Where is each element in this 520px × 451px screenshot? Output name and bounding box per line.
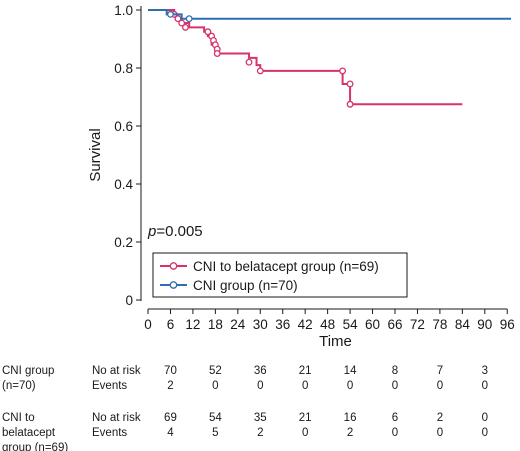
x-tick-label: 48 (320, 317, 335, 332)
risk-cell: 16 (344, 412, 357, 424)
risk-cell: 0 (482, 412, 488, 424)
censor-mark (185, 15, 193, 23)
y-tick-label: 0.2 (114, 235, 133, 250)
censor-mark (346, 80, 354, 88)
risk-cell: 2 (167, 380, 173, 392)
risk-table: CNI group(n=70)No at risk 70 52 36 21 14 8 7 3Ev… (2, 365, 488, 451)
risk-cell: 21 (299, 412, 312, 424)
x-tick-label: 0 (144, 317, 152, 332)
censor-mark (256, 67, 264, 75)
x-tick-label: 54 (343, 317, 359, 332)
risk-cell: 0 (437, 380, 443, 392)
x-tick-label: 90 (477, 317, 492, 332)
x-tick-label: 30 (253, 317, 268, 332)
y-tick-label: 0.6 (114, 119, 133, 134)
x-tick-label: 96 (500, 317, 515, 332)
risk-row-label: Events (92, 427, 127, 439)
risk-row-label: Events (92, 380, 127, 392)
censor-mark (178, 19, 186, 27)
risk-cell: 0 (392, 427, 398, 439)
legend-swatch-marker (169, 262, 178, 270)
legend-label: CNI group (n=70) (193, 278, 298, 293)
risk-cell: 35 (254, 412, 267, 424)
risk-group-label: CNI to (2, 412, 35, 424)
x-tick-label: 24 (230, 317, 246, 332)
risk-row-label: No at risk (92, 412, 141, 424)
legend-swatch-marker (169, 281, 178, 289)
risk-cell: 14 (344, 365, 357, 377)
risk-cell: 0 (347, 380, 353, 392)
p-value-annotation: p=0.005 (147, 223, 203, 240)
risk-cell: 21 (299, 365, 312, 377)
risk-cell: 8 (392, 365, 398, 377)
y-tick-label: 0 (125, 293, 133, 308)
risk-cell: 0 (302, 380, 308, 392)
y-tick-label: 1.0 (114, 3, 133, 18)
risk-cell: 2 (347, 427, 353, 439)
risk-cell: 0 (482, 427, 488, 439)
risk-cell: 54 (209, 412, 222, 424)
risk-cell: 0 (302, 427, 308, 439)
risk-cell: 70 (164, 365, 177, 377)
series-line-2 (148, 9, 511, 20)
censor-mark (339, 67, 347, 75)
y-tick-label: 0.4 (114, 177, 133, 192)
x-tick-label: 60 (365, 317, 380, 332)
risk-cell: 3 (482, 365, 488, 377)
risk-cell: 5 (212, 427, 218, 439)
risk-cell: 7 (437, 365, 443, 377)
x-tick-label: 72 (410, 317, 425, 332)
censor-mark (245, 58, 253, 66)
x-tick-label: 42 (298, 317, 313, 332)
risk-group-label: belatacept (2, 427, 56, 439)
risk-group-label: CNI group (2, 365, 54, 377)
risk-cell: 2 (437, 412, 443, 424)
risk-cell: 36 (254, 365, 267, 377)
x-tick-label: 12 (185, 317, 200, 332)
risk-group-label: (n=70) (2, 380, 36, 392)
risk-cell: 6 (392, 412, 398, 424)
legend-label: CNI to belatacept group (n=69) (193, 259, 379, 274)
y-axis-title: Survival (87, 128, 104, 181)
p-value-symbol: p (147, 223, 156, 240)
risk-cell: 0 (437, 427, 443, 439)
x-tick-label: 84 (455, 317, 471, 332)
legend: CNI to belatacept group (n=69) CNI group … (152, 252, 408, 298)
risk-cell: 2 (257, 427, 263, 439)
risk-cell: 69 (164, 412, 177, 424)
y-tick-label: 0.8 (114, 61, 133, 76)
censor-mark (346, 100, 354, 108)
risk-cell: 0 (392, 380, 398, 392)
risk-cell: 0 (482, 380, 488, 392)
censor-mark (213, 50, 221, 57)
legend-box (152, 252, 408, 298)
risk-group-label: group (n=69) (2, 442, 68, 451)
risk-row-label: No at risk (92, 365, 141, 377)
x-tick-label: 36 (275, 317, 290, 332)
risk-cell: 0 (212, 380, 218, 392)
p-value-number: =0.005 (156, 223, 202, 240)
risk-cell: 4 (167, 427, 174, 439)
x-tick-label: 18 (208, 317, 223, 332)
x-tick-label: 78 (432, 317, 447, 332)
series-line-1 (148, 9, 463, 106)
x-tick-label: 6 (167, 317, 175, 332)
x-axis-title: Time (319, 333, 352, 350)
risk-cell: 52 (209, 365, 222, 377)
censor-mark (181, 23, 189, 31)
censor-mark (167, 10, 174, 18)
x-tick-label: 66 (387, 317, 402, 332)
risk-cell: 0 (257, 380, 263, 392)
censor-mark (204, 28, 212, 36)
